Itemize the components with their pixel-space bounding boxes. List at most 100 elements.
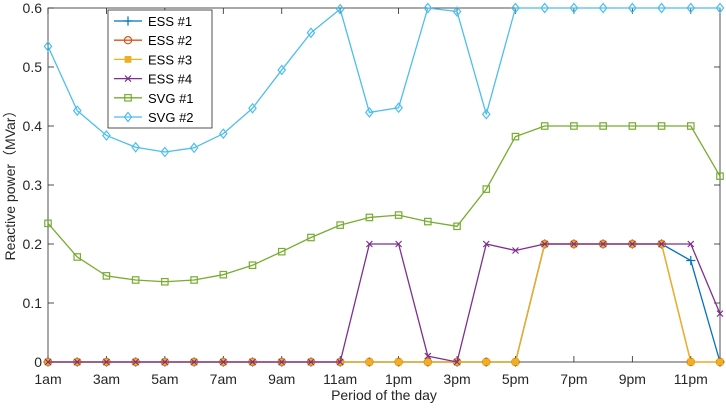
data-point	[512, 358, 519, 366]
data-point	[249, 358, 256, 366]
data-point	[160, 146, 170, 158]
legend-entry: ESS #2	[114, 33, 192, 48]
x-marker-b	[628, 240, 636, 248]
legend-label: ESS #4	[148, 72, 192, 87]
data-point	[686, 122, 695, 130]
data-point	[716, 358, 724, 366]
legend-entry: SVG #2	[114, 110, 194, 125]
data-point	[189, 142, 199, 154]
data-point	[687, 240, 695, 248]
x-tick-label: 3am	[93, 371, 120, 387]
series-layer	[43, 2, 725, 367]
legend-marker	[124, 56, 132, 63]
x-marker-b	[103, 358, 110, 366]
data-point	[132, 358, 140, 366]
data-point	[570, 240, 578, 248]
data-point	[453, 358, 461, 366]
data-point	[219, 270, 228, 279]
x-marker-b	[482, 240, 490, 248]
x-axis-label: Period of the day	[331, 387, 437, 403]
data-point	[511, 2, 520, 14]
x-tick-label: 3pm	[443, 371, 470, 387]
series-line	[47, 7, 720, 153]
legend-box	[107, 9, 213, 129]
data-point	[452, 6, 462, 18]
data-point	[627, 2, 637, 14]
data-point	[657, 122, 666, 130]
data-point	[219, 358, 227, 366]
legend-entry: ESS #4	[114, 72, 192, 87]
legend-marker	[124, 75, 132, 83]
legend-label: SVG #2	[148, 110, 194, 125]
series-line	[48, 243, 721, 363]
x-marker-b	[73, 358, 81, 366]
data-point	[307, 233, 315, 242]
data-point	[44, 358, 52, 366]
x-marker-b	[570, 240, 578, 248]
data-point	[278, 358, 286, 366]
x-tick-label: 11am	[323, 371, 357, 387]
data-point	[716, 172, 724, 180]
data-point	[423, 2, 433, 14]
series-svg-2	[43, 2, 725, 158]
legend-marker	[124, 93, 132, 102]
x-marker-b	[365, 240, 373, 248]
legend-label: ESS #1	[148, 14, 192, 29]
x-marker-b	[541, 240, 549, 248]
data-point	[424, 358, 432, 366]
data-point	[395, 240, 403, 248]
data-point	[335, 3, 345, 15]
y-tick-label: 0	[34, 354, 42, 370]
x-marker-b	[307, 358, 315, 366]
data-point	[658, 240, 665, 248]
x-tick-label: 9pm	[619, 371, 646, 387]
data-point	[394, 211, 403, 219]
x-marker-b	[716, 310, 724, 318]
x-tick-label: 5am	[151, 371, 178, 387]
data-point	[511, 132, 520, 141]
data-point	[336, 221, 344, 229]
data-point	[73, 253, 82, 261]
data-point	[453, 222, 461, 231]
x-marker-b	[512, 247, 519, 254]
data-point	[687, 358, 695, 366]
x-marker-b	[278, 358, 286, 366]
data-point	[365, 213, 374, 222]
data-point	[131, 141, 141, 153]
series-ess-4	[44, 240, 724, 366]
data-point	[102, 129, 111, 141]
data-point	[628, 240, 636, 248]
y-tick-label: 0.5	[23, 59, 43, 75]
x-marker-b	[124, 75, 132, 83]
data-point	[248, 261, 257, 270]
data-point	[598, 2, 608, 14]
legend-label: ESS #2	[148, 33, 192, 48]
legend-entry: ESS #3	[114, 52, 192, 67]
data-point	[394, 102, 403, 114]
data-point	[512, 247, 519, 254]
data-point	[482, 185, 491, 193]
data-point	[336, 358, 344, 366]
legend-entry: ESS #1	[114, 14, 192, 29]
y-tick-label: 0.2	[23, 236, 43, 252]
y-tick-label: 0.4	[23, 118, 43, 134]
data-point	[190, 276, 198, 284]
data-point	[599, 122, 607, 130]
data-point	[190, 358, 198, 366]
data-point	[73, 358, 81, 366]
x-tick-label: 11pm	[674, 371, 708, 387]
x-tick-label: 7am	[210, 371, 237, 387]
data-point	[131, 276, 140, 284]
data-point	[481, 108, 491, 120]
x-tick-label: 9am	[268, 371, 295, 387]
data-point	[161, 358, 169, 366]
data-point	[277, 247, 286, 256]
y-tick-label: 0.6	[23, 0, 43, 16]
x-marker-b	[132, 358, 140, 366]
x-tick-label: 5pm	[502, 371, 529, 387]
legend-label: ESS #3	[148, 52, 192, 67]
x-marker-b	[599, 240, 607, 248]
data-point	[599, 240, 607, 248]
data-point	[365, 358, 373, 366]
data-point	[306, 27, 316, 39]
